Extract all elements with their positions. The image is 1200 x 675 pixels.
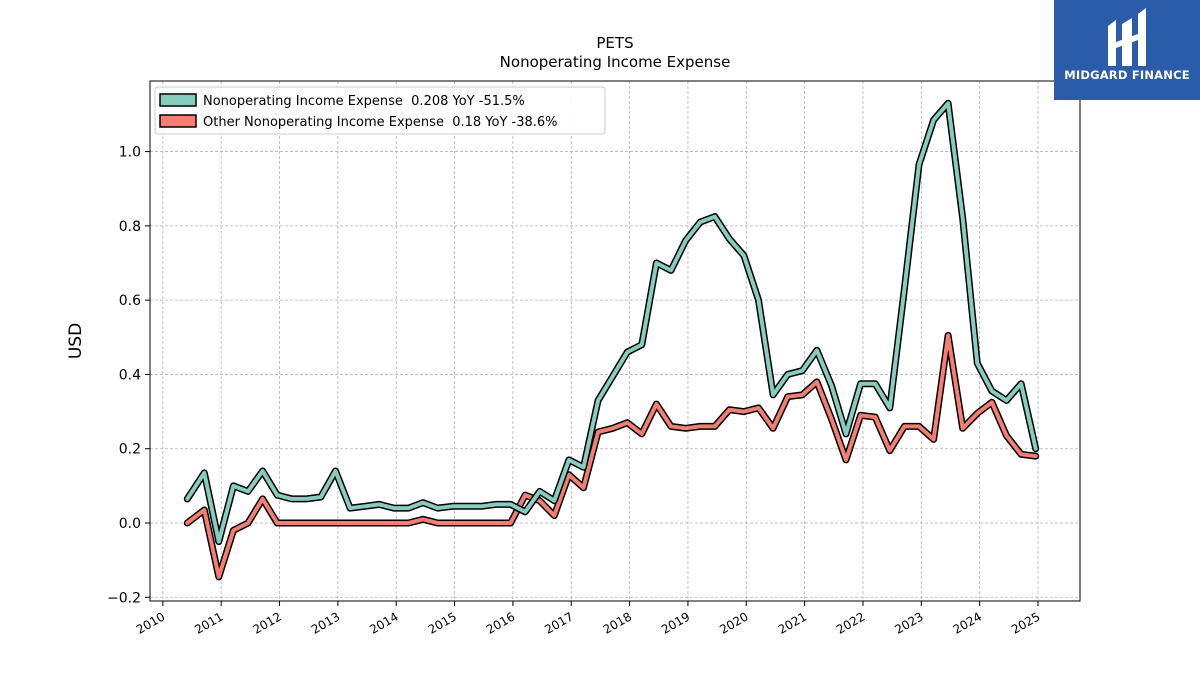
series-line-nonoperating xyxy=(185,101,1038,544)
chart-title: PETS xyxy=(596,34,633,52)
x-tick-label: 2012 xyxy=(251,609,284,636)
brand-name: MIDGARD FINANCE xyxy=(1064,68,1190,82)
x-tick-label: 2016 xyxy=(484,609,517,636)
y-tick-label: 0.0 xyxy=(119,516,141,532)
legend-swatch-other-nonoperating xyxy=(159,114,197,128)
x-tick-label: 2022 xyxy=(834,609,867,636)
series-line-other-nonoperating xyxy=(185,333,1038,579)
x-tick-label: 2018 xyxy=(601,609,634,636)
grid-lines xyxy=(150,81,1080,601)
series-layer xyxy=(183,99,1040,581)
brand-logo: MIDGARD FINANCE xyxy=(1054,0,1200,100)
y-tick-label: 0.2 xyxy=(119,442,141,458)
x-tick-label: 2019 xyxy=(659,609,692,636)
x-tick-label: 2025 xyxy=(1009,609,1042,636)
x-tick-label: 2024 xyxy=(951,609,984,636)
x-tick-label: 2015 xyxy=(426,609,459,636)
x-tick-label: 2011 xyxy=(192,609,225,636)
legend-label-other-nonoperating: Other Nonoperating Income Expense 0.18 Y… xyxy=(203,115,558,130)
midgard-logo-icon xyxy=(1108,8,1146,66)
x-tick-label: 2020 xyxy=(717,609,750,636)
x-tick-label: 2023 xyxy=(892,609,925,636)
series-outline-nonoperating xyxy=(183,99,1040,546)
chart-subtitle: Nonoperating Income Expense xyxy=(500,53,731,71)
y-tick-label: −0.2 xyxy=(107,590,141,606)
y-axis: −0.2 0.0 0.2 0.4 0.6 0.8 1.0 xyxy=(107,145,150,606)
legend-label-nonoperating: Nonoperating Income Expense 0.208 YoY -5… xyxy=(203,94,525,109)
x-tick-label: 2021 xyxy=(776,609,809,636)
plot-frame xyxy=(149,80,1081,602)
x-tick-label: 2013 xyxy=(309,609,342,636)
x-tick-label: 2017 xyxy=(542,609,575,636)
y-tick-label: 1.0 xyxy=(119,145,141,161)
x-tick-label: 2014 xyxy=(367,609,400,636)
y-tick-label: 0.8 xyxy=(119,219,141,235)
x-axis: 2010 2011 2012 2013 2014 2015 2016 2017 2018 2019… xyxy=(134,601,1042,637)
legend-swatch-nonoperating xyxy=(159,93,197,107)
legend: Nonoperating Income Expense 0.208 YoY -5… xyxy=(154,86,606,135)
x-tick-label: 2010 xyxy=(134,609,167,636)
y-tick-label: 0.6 xyxy=(119,293,141,309)
y-tick-label: 0.4 xyxy=(119,367,141,383)
legend-box xyxy=(154,86,606,135)
y-axis-label: USD xyxy=(66,323,86,359)
